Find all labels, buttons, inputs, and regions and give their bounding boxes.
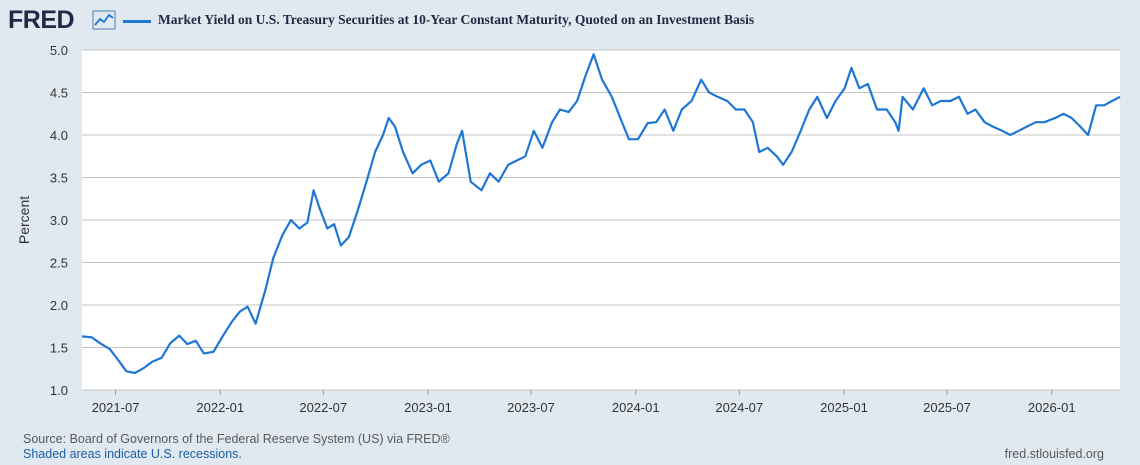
recession-note-link[interactable]: Shaded areas indicate U.S. recessions. xyxy=(23,447,242,461)
x-tick-label: 2022-01 xyxy=(196,400,244,415)
x-tick-label: 2024-07 xyxy=(715,400,763,415)
x-tick-labels: 2021-07 2022-01 2022-07 2023-01 2023-07 2024-… xyxy=(92,390,1076,415)
series-line[interactable] xyxy=(81,53,1121,375)
y-tick-label: 1.0 xyxy=(50,383,68,398)
y-tick-label: 2.5 xyxy=(50,256,68,271)
y-tick-label: 4.0 xyxy=(50,128,68,143)
x-tick-label: 2021-07 xyxy=(92,400,140,415)
chart-header: FRED Market Yield on U.S. Treasury Secur… xyxy=(8,6,1128,36)
y-tick-label: 2.0 xyxy=(50,298,68,313)
x-tick-label: 2026-01 xyxy=(1028,400,1076,415)
legend-swatch xyxy=(123,20,151,23)
source-text: Source: Board of Governors of the Federa… xyxy=(23,432,450,446)
line-graph-icon xyxy=(92,10,116,35)
y-axis-label: Percent xyxy=(16,196,32,244)
y-tick-label: 4.5 xyxy=(50,86,68,101)
y-tick-labels: 1.0 1.5 2.0 2.5 3.0 3.5 4.0 4.5 5.0 xyxy=(50,43,68,398)
series-group xyxy=(81,53,1121,375)
y-tick-label: 1.5 xyxy=(50,341,68,356)
chart: 1.0 1.5 2.0 2.5 3.0 3.5 4.0 4.5 5.0 2021-07 2022-… xyxy=(16,43,1121,415)
x-tick-label: 2024-01 xyxy=(612,400,660,415)
site-url[interactable]: fred.stlouisfed.org xyxy=(1004,447,1104,461)
x-tick-label: 2023-01 xyxy=(404,400,452,415)
y-tick-label: 5.0 xyxy=(50,43,68,58)
fred-logo[interactable]: FRED xyxy=(8,6,75,34)
series-title: Market Yield on U.S. Treasury Securities… xyxy=(158,12,755,27)
x-tick-label: 2025-01 xyxy=(820,400,868,415)
x-tick-label: 2025-07 xyxy=(923,400,971,415)
y-tick-label: 3.5 xyxy=(50,171,68,186)
y-tick-label: 3.0 xyxy=(50,213,68,228)
x-tick-label: 2022-07 xyxy=(299,400,347,415)
x-tick-label: 2023-07 xyxy=(507,400,555,415)
